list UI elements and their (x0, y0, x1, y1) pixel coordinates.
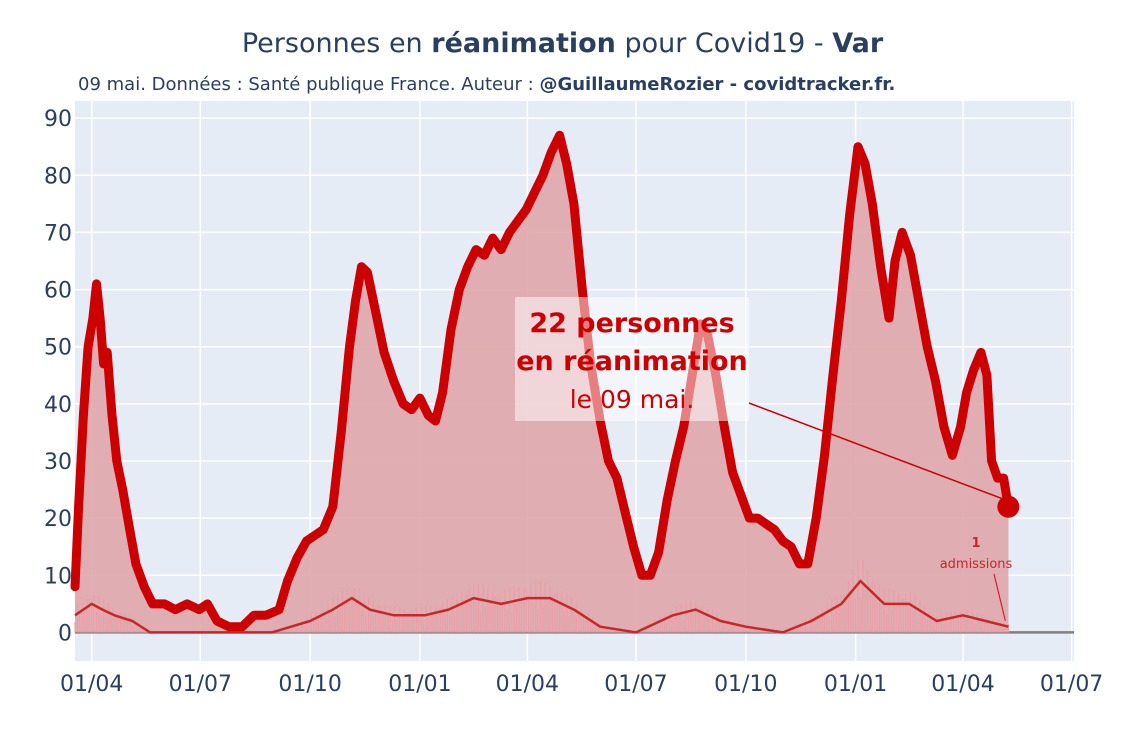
admissions-label: admissions (940, 557, 1013, 572)
y-tick-label: 40 (44, 393, 72, 418)
x-tick-label: 01/07 (1040, 672, 1103, 697)
x-tick-label: 01/10 (278, 672, 341, 697)
x-tick-label: 01/04 (60, 672, 123, 697)
y-tick-label: 60 (44, 279, 72, 304)
title-middle: pour Covid19 - (615, 28, 833, 59)
title-bold: réanimation (431, 28, 616, 59)
x-tick-label: 01/07 (169, 672, 232, 697)
y-tick-label: 30 (44, 450, 72, 475)
annotation-box (515, 297, 749, 421)
x-tick-label: 01/07 (604, 672, 667, 697)
subtitle-text: 09 mai. Données : Santé publique France.… (78, 74, 540, 95)
annotation-line3: le 09 mai. (570, 385, 695, 414)
y-tick-label: 70 (44, 221, 72, 246)
admissions-line (74, 579, 1009, 634)
y-axis: 0 10 20 30 40 50 60 70 80 90 (44, 107, 72, 646)
annotation-line2: en réanimation (516, 346, 748, 377)
admissions-bars (74, 559, 1009, 633)
x-tick-label: 01/04 (931, 672, 994, 697)
title-prefix: Personnes en (241, 28, 432, 59)
y-tick-label: 10 (44, 564, 72, 589)
chart-title: Personnes en réanimation pour Covid19 - … (0, 28, 1125, 59)
title-region: Var (832, 28, 884, 59)
y-tick-label: 20 (44, 507, 72, 532)
last-point-marker (997, 495, 1020, 518)
x-tick-label: 01/04 (496, 672, 559, 697)
annotation-line1: 22 personnes (529, 308, 734, 339)
x-tick-label: 01/01 (824, 672, 887, 697)
y-tick-label: 80 (44, 164, 72, 189)
annotation-arrow (748, 402, 1003, 500)
admissions-value: 1 (971, 536, 980, 551)
x-tick-label: 01/01 (388, 672, 451, 697)
y-tick-label: 50 (44, 336, 72, 361)
y-tick-label: 90 (44, 107, 72, 132)
subtitle-author: @GuillaumeRozier - covidtracker.fr. (539, 74, 896, 95)
x-axis: 01/04 01/07 01/10 01/01 01/04 01/07 01/10 01/01… (60, 672, 1103, 697)
y-tick-label: 0 (58, 621, 72, 646)
reanimation-line (70, 130, 1013, 632)
admissions-arrow (993, 573, 1006, 621)
x-tick-label: 01/10 (714, 672, 777, 697)
chart-subtitle: 09 mai. Données : Santé publique France.… (78, 74, 895, 95)
